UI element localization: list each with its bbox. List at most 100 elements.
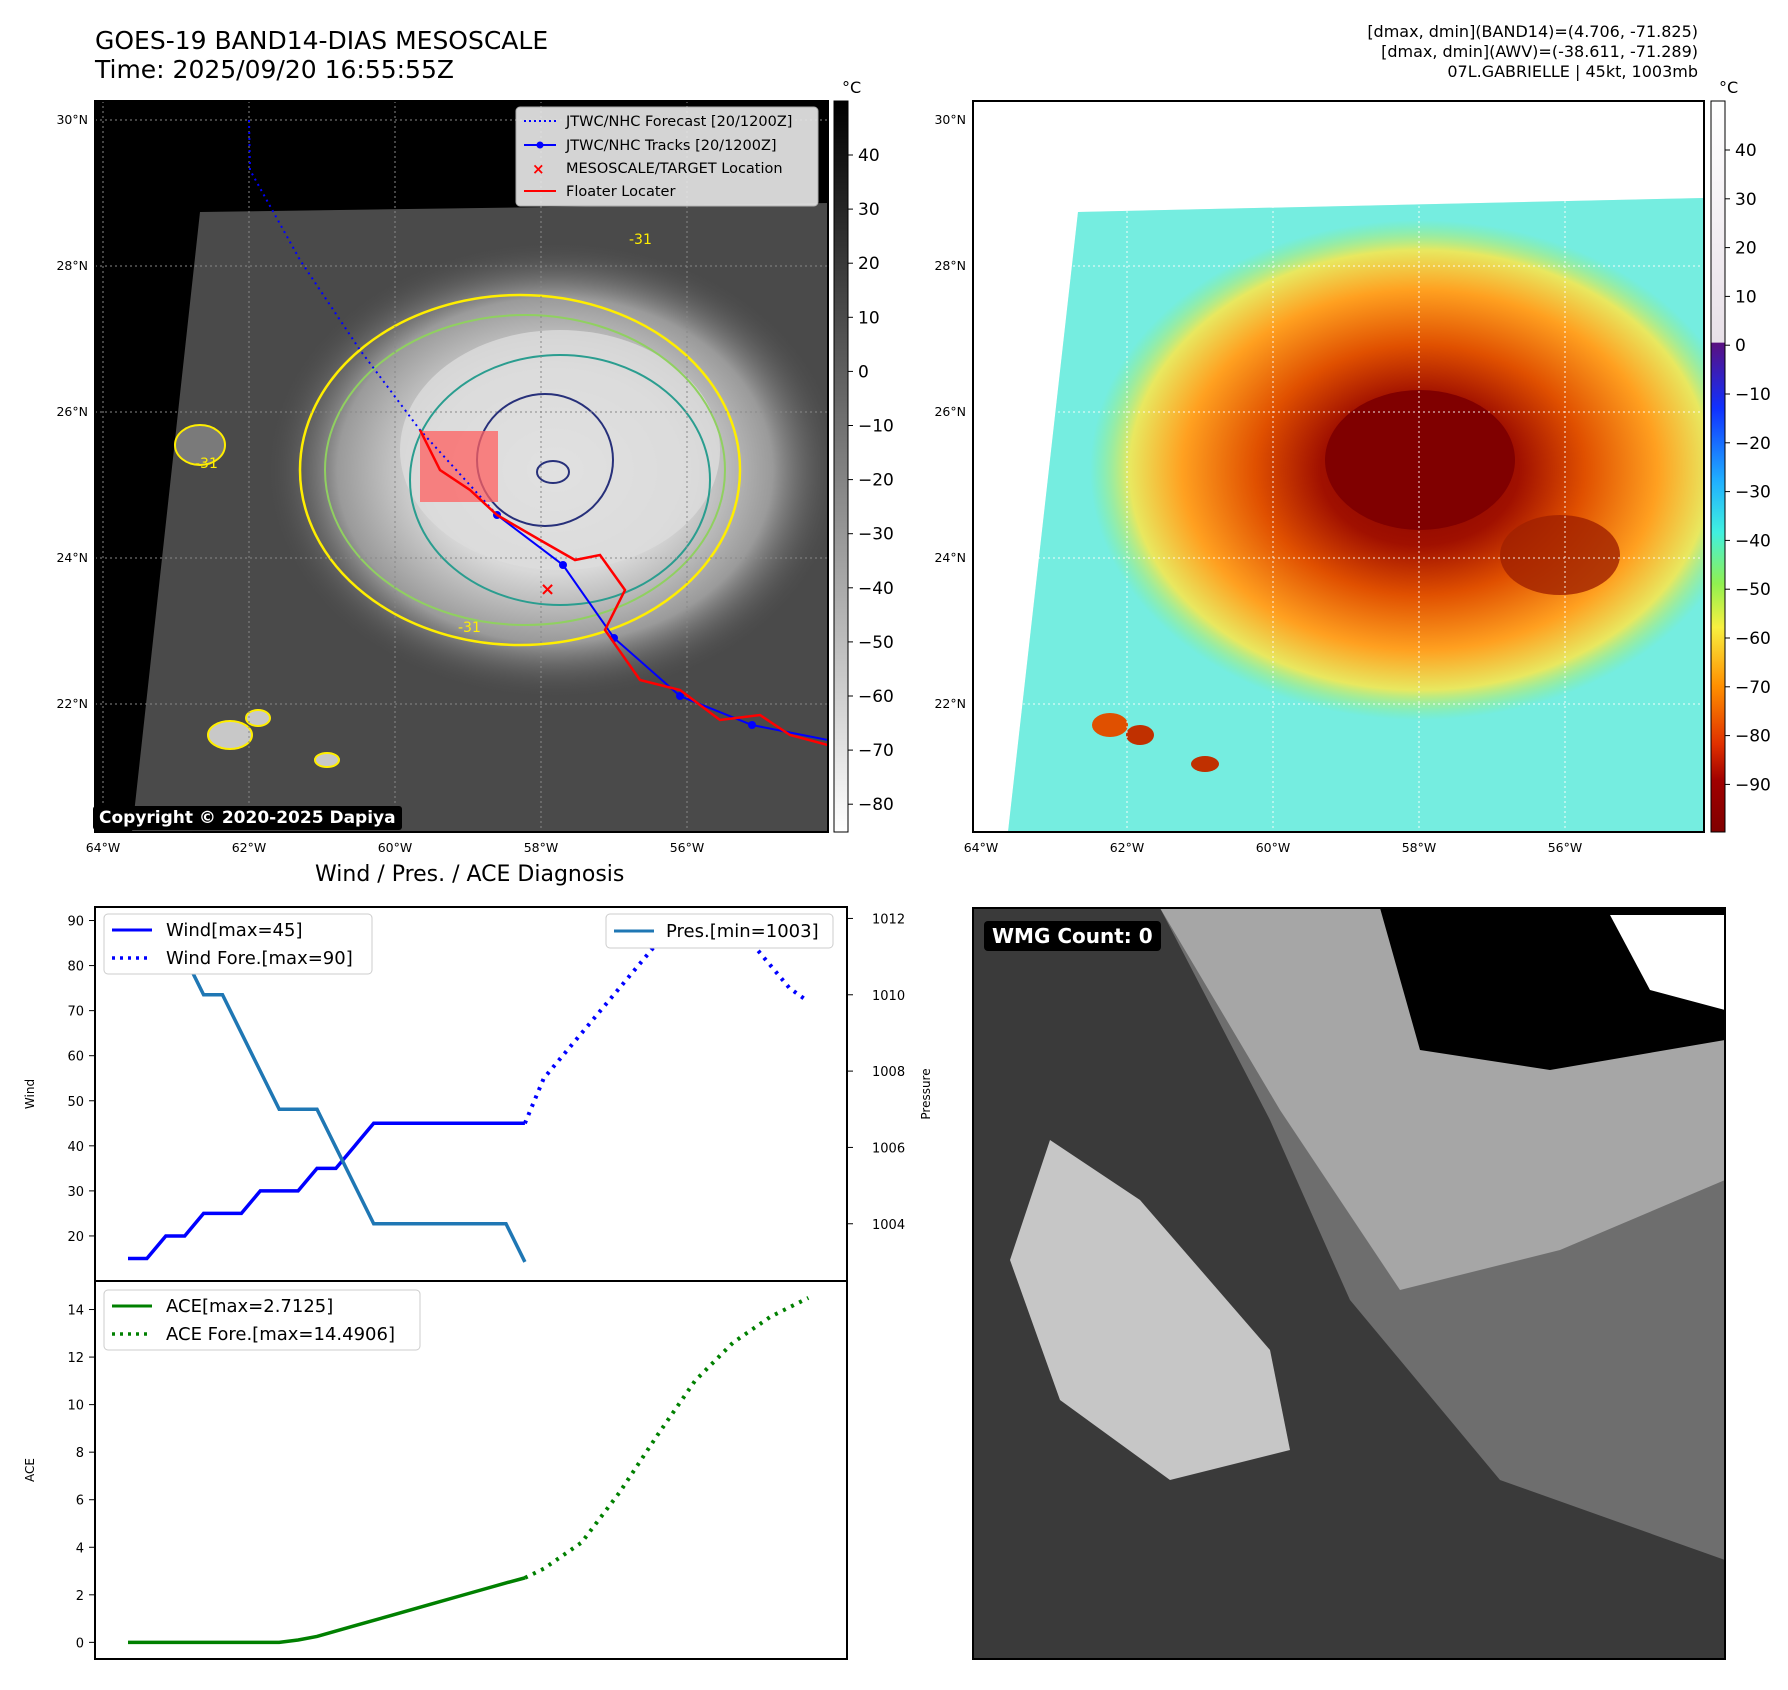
colorbar-tick-label: −50 xyxy=(1735,580,1771,600)
lat-label: 26°N xyxy=(56,404,88,419)
ace-axis-label: ACE xyxy=(23,1458,37,1482)
lon-label: 62°W xyxy=(1110,840,1145,855)
contour-green xyxy=(324,314,726,626)
legend-label-track: JTWC/NHC Tracks [20/1200Z] xyxy=(565,138,777,154)
colorbar-tick-label: 40 xyxy=(858,146,880,166)
pressure-axis-label: Pressure xyxy=(919,1068,933,1119)
colorbar-tick-label: −60 xyxy=(858,687,894,707)
colorbar-gray xyxy=(833,100,849,833)
y-tick-label: 2 xyxy=(76,1589,84,1604)
y-tick-label: 4 xyxy=(76,1541,84,1556)
wmg-bright-band xyxy=(1010,1140,1290,1480)
map-gridlines xyxy=(95,101,828,832)
wmg-panel xyxy=(972,907,1726,1660)
y-tick-label: 6 xyxy=(76,1494,84,1509)
floater-locater-line xyxy=(418,429,828,747)
wind-axis-label: Wind xyxy=(23,1079,37,1109)
colorbar-gray-unit: °C xyxy=(842,78,862,97)
y-tick-label: 60 xyxy=(67,1050,84,1065)
colorbar-jet xyxy=(1710,100,1726,833)
colorbar-tick-label: 30 xyxy=(1735,190,1757,210)
lon-label: 60°W xyxy=(1256,840,1291,855)
wmg-white-region xyxy=(1610,915,1725,1010)
y-tick-label: 90 xyxy=(67,915,84,930)
title-line-2: Time: 2025/09/20 16:55:55Z xyxy=(95,55,454,84)
band14-map: × -31 -31 -31 × JTWC/NHC Forecast [20/12… xyxy=(56,100,894,855)
colorbar-tick-label: −90 xyxy=(1735,775,1771,795)
lat-label: 24°N xyxy=(56,550,88,565)
colorbar-tick-label: −30 xyxy=(858,525,894,545)
series-line-2 xyxy=(128,916,527,1263)
colorbar-tick-label: −20 xyxy=(858,471,894,491)
colorbar-tick-label: −70 xyxy=(1735,678,1771,698)
y-tick-label: 70 xyxy=(67,1005,84,1020)
y-tick-label: 8 xyxy=(76,1446,84,1461)
y-right-tick-label: 1004 xyxy=(872,1218,905,1233)
colorbar-tick-label: −70 xyxy=(858,741,894,761)
lon-label: 58°W xyxy=(524,840,559,855)
legend-label-wind-fore: Wind Fore.[max=90] xyxy=(166,948,353,969)
lat-label: 26°N xyxy=(934,404,966,419)
map-legend: × JTWC/NHC Forecast [20/1200Z] JTWC/NHC … xyxy=(515,106,819,207)
y-tick-label: 50 xyxy=(67,1095,84,1110)
info-line-2: [dmax, dmin](AWV)=(-38.611, -71.289) xyxy=(1381,42,1698,61)
storm-core xyxy=(400,330,720,570)
lat-label: 24°N xyxy=(934,550,966,565)
lon-label: 64°W xyxy=(964,840,999,855)
ace-legend-box xyxy=(103,1289,421,1351)
cell-3 xyxy=(314,752,340,768)
lat-label: 28°N xyxy=(56,258,88,273)
y-tick-label: 0 xyxy=(76,1636,84,1651)
y-tick-label: 20 xyxy=(67,1230,84,1245)
lon-label: 62°W xyxy=(232,840,267,855)
colorbar-tick-label: 10 xyxy=(858,308,880,328)
wind-legend: Wind[max=45] Wind Fore.[max=90] xyxy=(103,913,373,975)
colorbar-tick-label: −60 xyxy=(1735,629,1771,649)
lon-label: 56°W xyxy=(1548,840,1583,855)
map-b-axis-labels: 30°N 28°N 26°N 24°N 22°N 64°W 62°W 60°W … xyxy=(934,112,1582,855)
colorbar-tick-label: −10 xyxy=(1735,385,1771,405)
info-line-1: [dmax, dmin](BAND14)=(4.706, -71.825) xyxy=(1367,22,1698,41)
title-line-1: GOES-19 BAND14-DIAS MESOSCALE xyxy=(95,26,549,55)
contour-label-2: -31 xyxy=(195,456,218,472)
wind-pressure-chart: 20 30 40 50 60 70 80 90 1004 1006 1008 1010 1012 xyxy=(67,912,905,1263)
map-b-frame xyxy=(972,100,1705,833)
y-tick-label: 10 xyxy=(67,1399,84,1414)
legend-label-ace: ACE[max=2.7125] xyxy=(166,1296,333,1317)
awv-cell-1 xyxy=(1092,713,1128,737)
cell-2 xyxy=(245,709,271,727)
lon-label: 58°W xyxy=(1402,840,1437,855)
colorbar-tick-label: 40 xyxy=(1735,141,1757,161)
colorbar-tick-label: 0 xyxy=(858,362,869,382)
observed-track xyxy=(496,514,828,741)
info-block: [dmax, dmin](BAND14)=(4.706, -71.825) [d… xyxy=(1367,22,1698,82)
colorbar-tick-label: −80 xyxy=(1735,727,1771,747)
legend-label-target: MESOSCALE/TARGET Location xyxy=(566,161,783,177)
copyright-notice: Copyright © 2020-2025 Dapiya xyxy=(93,806,402,830)
lat-label: 22°N xyxy=(56,696,88,711)
legend-label-floater: Floater Locater xyxy=(566,184,675,200)
colorbar-tick-label: 10 xyxy=(1735,287,1757,307)
y-tick-label: 30 xyxy=(67,1185,84,1200)
y-right-tick-label: 1012 xyxy=(872,912,905,927)
series-line-1 xyxy=(523,918,810,1125)
chart-title: Wind / Pres. / ACE Diagnosis xyxy=(315,862,625,887)
series-line-0 xyxy=(128,1121,525,1261)
y-right-tick-label: 1008 xyxy=(872,1065,905,1080)
ace-legend: ACE[max=2.7125] ACE Fore.[max=14.4906] xyxy=(103,1289,421,1351)
legend-swatch-track-dot xyxy=(536,141,544,149)
pressure-legend-box xyxy=(605,913,834,949)
awv-map: 30°N 28°N 26°N 24°N 22°N 64°W 62°W 60°W … xyxy=(934,100,1771,855)
legend-swatch-target: × xyxy=(532,160,545,178)
lon-label: 60°W xyxy=(378,840,413,855)
awv-core xyxy=(1325,390,1515,530)
legend-label-wind: Wind[max=45] xyxy=(166,920,303,941)
legend-label-pressure: Pres.[min=1003] xyxy=(666,921,819,942)
colorbar-tick-label: −40 xyxy=(1735,531,1771,551)
info-line-3: 07L.GABRIELLE | 45kt, 1003mb xyxy=(1447,62,1698,81)
map-a-axis-labels: 30°N 28°N 26°N 24°N 22°N 64°W 62°W 60°W … xyxy=(56,112,704,855)
colorbar-jet-unit: °C xyxy=(1719,78,1739,97)
colorbar-tick-label: −10 xyxy=(858,417,894,437)
